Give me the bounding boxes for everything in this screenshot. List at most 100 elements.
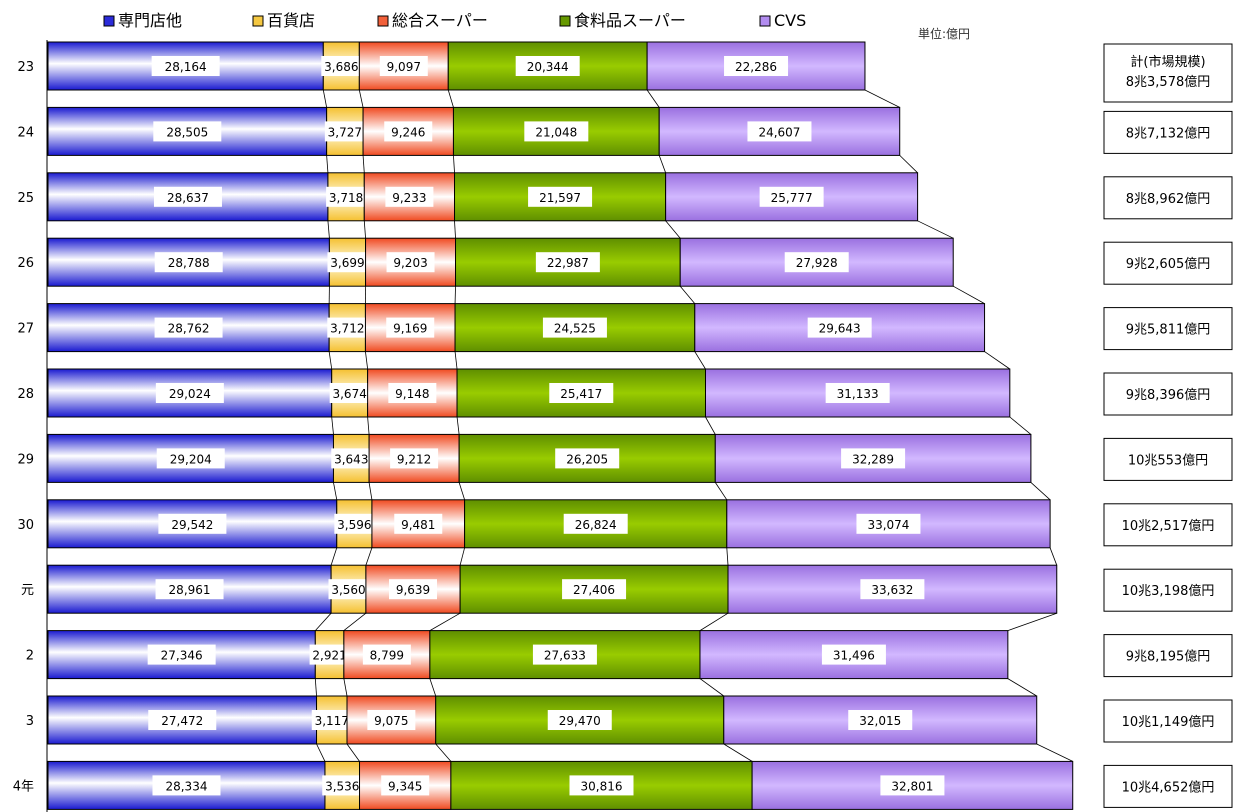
- data-label-box: [542, 317, 607, 338]
- connector-line: [658, 155, 667, 173]
- connector-line: [1049, 547, 1058, 566]
- data-label: 24,607: [758, 125, 800, 139]
- legend-swatch-3: [559, 15, 571, 27]
- data-label-box: [394, 513, 443, 534]
- total-box: [1103, 43, 1233, 103]
- data-label: 9,203: [393, 256, 427, 270]
- legend-label-3: 食料品スーパー: [574, 11, 686, 30]
- data-label-box: [158, 513, 227, 534]
- data-label: 29,204: [170, 452, 212, 466]
- data-label-box: [324, 121, 365, 142]
- connector-line: [333, 482, 338, 500]
- data-label: 3,536: [325, 779, 359, 793]
- connector-line: [694, 351, 706, 370]
- data-label: 27,346: [161, 649, 203, 663]
- connector-line: [328, 351, 333, 370]
- category-label: 29: [17, 452, 34, 467]
- data-label-box: [856, 513, 921, 534]
- total-value: 9兆2,605億円: [1126, 256, 1211, 272]
- data-label: 9,075: [374, 714, 408, 728]
- connector-line: [322, 89, 328, 108]
- data-label: 9,097: [387, 60, 421, 74]
- total-value: 9兆8,195億円: [1126, 649, 1211, 665]
- data-label: 26,205: [566, 452, 608, 466]
- connector-line: [331, 416, 334, 435]
- total-value: 9兆8,396億円: [1126, 387, 1211, 403]
- data-label: 31,133: [837, 387, 879, 401]
- category-label: 27: [17, 322, 34, 337]
- data-label-box: [825, 383, 890, 403]
- data-label-box: [747, 121, 812, 142]
- data-label: 25,417: [560, 387, 602, 401]
- connector-line: [459, 547, 465, 566]
- data-label: 3,643: [334, 452, 368, 466]
- data-label-box: [329, 383, 370, 403]
- total-box: [1103, 241, 1233, 285]
- data-label-box: [147, 644, 216, 665]
- connector-line: [953, 285, 985, 304]
- legend-label-1: 百貨店: [267, 11, 315, 30]
- data-label-box: [515, 56, 580, 76]
- legend-label-2: 総合スーパー: [392, 11, 488, 30]
- connector-line: [330, 547, 338, 566]
- total-box: [1103, 176, 1233, 220]
- connector-line: [458, 482, 465, 500]
- data-label-box: [563, 513, 628, 534]
- data-label-box: [309, 644, 350, 665]
- data-label: 28,164: [165, 60, 207, 74]
- data-label: 27,633: [544, 649, 586, 663]
- connector-line: [343, 612, 367, 631]
- category-label: 2: [26, 649, 34, 664]
- legend-swatch-2: [377, 15, 389, 27]
- total-box: [1103, 372, 1233, 416]
- data-label: 3,699: [330, 256, 364, 270]
- data-label: 21,048: [535, 125, 577, 139]
- total-value: 9兆5,811億円: [1126, 322, 1211, 338]
- connector-line: [358, 89, 364, 108]
- data-label-box: [326, 186, 367, 207]
- connector-line: [453, 155, 455, 173]
- data-label-box: [334, 513, 375, 534]
- total-header: 計(市場規模): [1130, 54, 1205, 70]
- data-label-box: [362, 644, 411, 665]
- total-value: 8兆7,132億円: [1126, 125, 1211, 141]
- data-label-box: [385, 186, 434, 207]
- data-label-box: [390, 448, 439, 469]
- connector-line: [315, 612, 332, 631]
- category-label: 24: [17, 125, 34, 140]
- connector-line: [679, 285, 696, 304]
- data-label: 22,987: [547, 256, 589, 270]
- data-label-box: [155, 579, 224, 600]
- data-label-box: [860, 579, 925, 600]
- total-box: [1103, 437, 1233, 481]
- data-label-box: [328, 579, 369, 600]
- data-label: 27,406: [573, 583, 615, 597]
- data-label: 9,233: [392, 191, 426, 205]
- category-label: 23: [17, 60, 34, 75]
- data-label: 28,762: [168, 322, 210, 336]
- total-box: [1103, 307, 1233, 351]
- data-label-box: [151, 56, 220, 76]
- connector-line: [665, 220, 681, 239]
- data-label: 29,470: [559, 714, 601, 728]
- data-label-box: [384, 121, 433, 142]
- data-label-box: [154, 252, 223, 273]
- connector-line: [429, 612, 461, 631]
- connector-line: [864, 89, 900, 108]
- data-label-box: [156, 448, 225, 469]
- data-label: 32,289: [852, 452, 894, 466]
- data-label: 29,542: [171, 518, 213, 532]
- data-label: 2,921: [312, 649, 346, 663]
- total-value: 10兆4,652億円: [1122, 779, 1215, 795]
- data-label: 29,643: [819, 322, 861, 336]
- data-label: 9,169: [393, 322, 427, 336]
- data-label-box: [532, 644, 597, 665]
- connector-line: [327, 220, 330, 239]
- data-label-box: [386, 317, 435, 338]
- connector-line: [365, 547, 373, 566]
- data-label: 22,286: [735, 60, 777, 74]
- data-label: 28,505: [166, 125, 208, 139]
- total-value: 8兆8,962億円: [1126, 191, 1211, 207]
- connector-line: [723, 743, 753, 762]
- data-label: 33,074: [867, 518, 909, 532]
